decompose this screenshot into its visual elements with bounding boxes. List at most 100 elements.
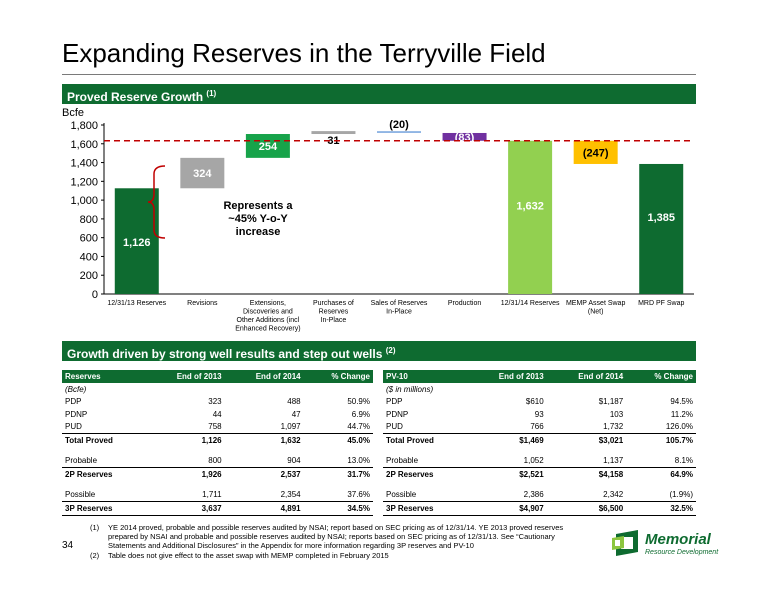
- table-cell: 2,537: [224, 467, 304, 481]
- x-tick-label: Other Additions (incl: [237, 317, 300, 324]
- table-row: Total Proved 1,126 1,632 45.0%: [62, 433, 373, 447]
- table-cell: Total Proved: [62, 433, 146, 447]
- table-row: [62, 447, 373, 455]
- table-cell: 11.2%: [670, 409, 693, 419]
- column-header: PV-10: [383, 370, 468, 383]
- logo-tagline: Resource Development: [645, 549, 719, 556]
- x-tick-label: Extensions,: [250, 300, 286, 307]
- table-cell: 45.0%: [303, 433, 373, 447]
- table-row: 2P Reserves $2,521 $4,158 64.9%: [383, 467, 696, 481]
- table-cell: 1,711: [202, 490, 222, 500]
- table-cell: 1,926: [145, 467, 225, 481]
- table-cell: 2,342: [603, 490, 624, 500]
- data-label: (20): [389, 119, 409, 131]
- table-cell: [547, 481, 627, 489]
- table-cell: 1,137: [603, 456, 624, 466]
- table-cell: [225, 481, 304, 489]
- column-header: End of 2013: [467, 370, 547, 383]
- y-tick-label: 1,200: [70, 176, 98, 188]
- x-tick-label: Enhanced Recovery): [235, 326, 300, 333]
- table-row: [383, 481, 696, 489]
- table-cell: 1,632: [224, 433, 304, 447]
- unit-label: ($ in millions): [386, 384, 434, 394]
- table-row: PDNP 44 47 6.9%: [62, 408, 373, 421]
- table-cell: $610: [525, 397, 544, 407]
- table-cell: PDNP: [386, 409, 409, 419]
- pv10-table: PV-10 End of 2013 End of 2014% Change ($ in…: [383, 370, 696, 516]
- waterfall-bar: [639, 163, 684, 294]
- company-logo: Memorial Resource Development: [612, 528, 718, 564]
- data-label: 1,126: [123, 237, 151, 249]
- table-cell: $4,907: [467, 501, 547, 516]
- table-cell: 34.5%: [303, 501, 373, 516]
- table-cell: 50.9%: [347, 397, 370, 407]
- table-cell: [383, 481, 467, 489]
- bracket-annotation: [147, 165, 166, 239]
- table-cell: 37.6%: [347, 490, 370, 500]
- table-row: PUD 766 1,732 126.0%: [383, 421, 696, 434]
- table-row: PDP $610 $1,187 94.5%: [383, 396, 696, 409]
- waterfall-bar: [442, 132, 487, 141]
- data-label: (247): [583, 147, 609, 159]
- data-label: 324: [193, 168, 212, 180]
- waterfall-bar: [573, 140, 618, 164]
- table-cell: 323: [208, 397, 222, 407]
- table-cell: 758: [208, 422, 222, 432]
- annotation-text: Represents a: [223, 200, 293, 212]
- data-label: 254: [259, 141, 278, 153]
- section-title: Proved Reserve Growth: [67, 90, 204, 104]
- footnote-1: (1) YE 2014 proved, probable and possibl…: [90, 523, 586, 550]
- annotation-text: increase: [236, 226, 281, 238]
- table-row: [62, 481, 373, 489]
- waterfall-bar: [245, 134, 290, 158]
- table-cell: 1,052: [523, 456, 544, 466]
- unit-row: (Bcfe): [62, 383, 373, 396]
- table-cell: PUD: [386, 422, 403, 432]
- table-cell: $2,521: [467, 467, 547, 481]
- y-tick-label: 1,400: [70, 158, 98, 170]
- x-tick-label: In-Place: [321, 317, 347, 324]
- waterfall-bar: [180, 157, 225, 189]
- x-tick-label: 12/31/14 Reserves: [501, 300, 560, 307]
- table-cell: Probable: [65, 456, 98, 466]
- x-tick-label: In-Place: [386, 309, 412, 316]
- x-tick-label: 12/31/13 Reserves: [107, 300, 166, 307]
- footnote-number: (2): [90, 551, 100, 560]
- waterfall-bar: [114, 188, 159, 294]
- table-row: Total Proved $1,469 $3,021 105.7%: [383, 433, 696, 447]
- table-cell: 2,354: [280, 490, 301, 500]
- column-header: End of 2014: [224, 370, 304, 383]
- table-cell: 32.5%: [626, 501, 696, 516]
- table-row: [383, 447, 696, 455]
- table-cell: PDP: [65, 397, 82, 407]
- table-cell: 93: [534, 409, 544, 419]
- table-cell: Possible: [65, 490, 96, 500]
- table-cell: 1,732: [603, 422, 624, 432]
- table-cell: 2P Reserves: [62, 467, 146, 481]
- table-row: Probable 1,052 1,137 8.1%: [383, 455, 696, 468]
- table-cell: 13.0%: [347, 456, 370, 466]
- table-cell: 3P Reserves: [383, 501, 468, 516]
- table-cell: 1,126: [145, 433, 225, 447]
- reserves-table: Reserves End of 2013 End of 2014% Change (B…: [62, 370, 373, 516]
- section-footnote-ref: (1): [206, 89, 217, 98]
- footnote-2: (2) Table does not give effect to the as…: [90, 551, 586, 560]
- table-row: PDNP 93 103 11.2%: [383, 408, 696, 421]
- x-tick-label: Revisions: [187, 300, 218, 307]
- table-cell: 1,097: [280, 422, 301, 432]
- column-header: End of 2013: [145, 370, 225, 383]
- table-cell: $3,021: [546, 433, 627, 447]
- table-row: Possible 1,711 2,354 37.6%: [62, 489, 373, 502]
- x-tick-label: Reserves: [319, 309, 349, 316]
- waterfall-chart: Bcfe 0 200 400 600 800 1,000 1,200 1,400 1,600 1,8…: [62, 107, 694, 333]
- table-row: Possible 2,386 2,342 (1.9%): [383, 489, 696, 502]
- table-cell: 766: [530, 422, 544, 432]
- waterfall-bar: [377, 131, 421, 133]
- x-tick-label: Sales of Reserves: [371, 300, 428, 307]
- y-tick-label: 1,800: [70, 120, 98, 132]
- x-tick-label: Production: [448, 300, 482, 307]
- x-tick-label: (Net): [588, 309, 604, 316]
- table-cell: 3,637: [145, 501, 225, 516]
- table-cell: 103: [609, 409, 624, 419]
- table-cell: 126.0%: [665, 422, 693, 432]
